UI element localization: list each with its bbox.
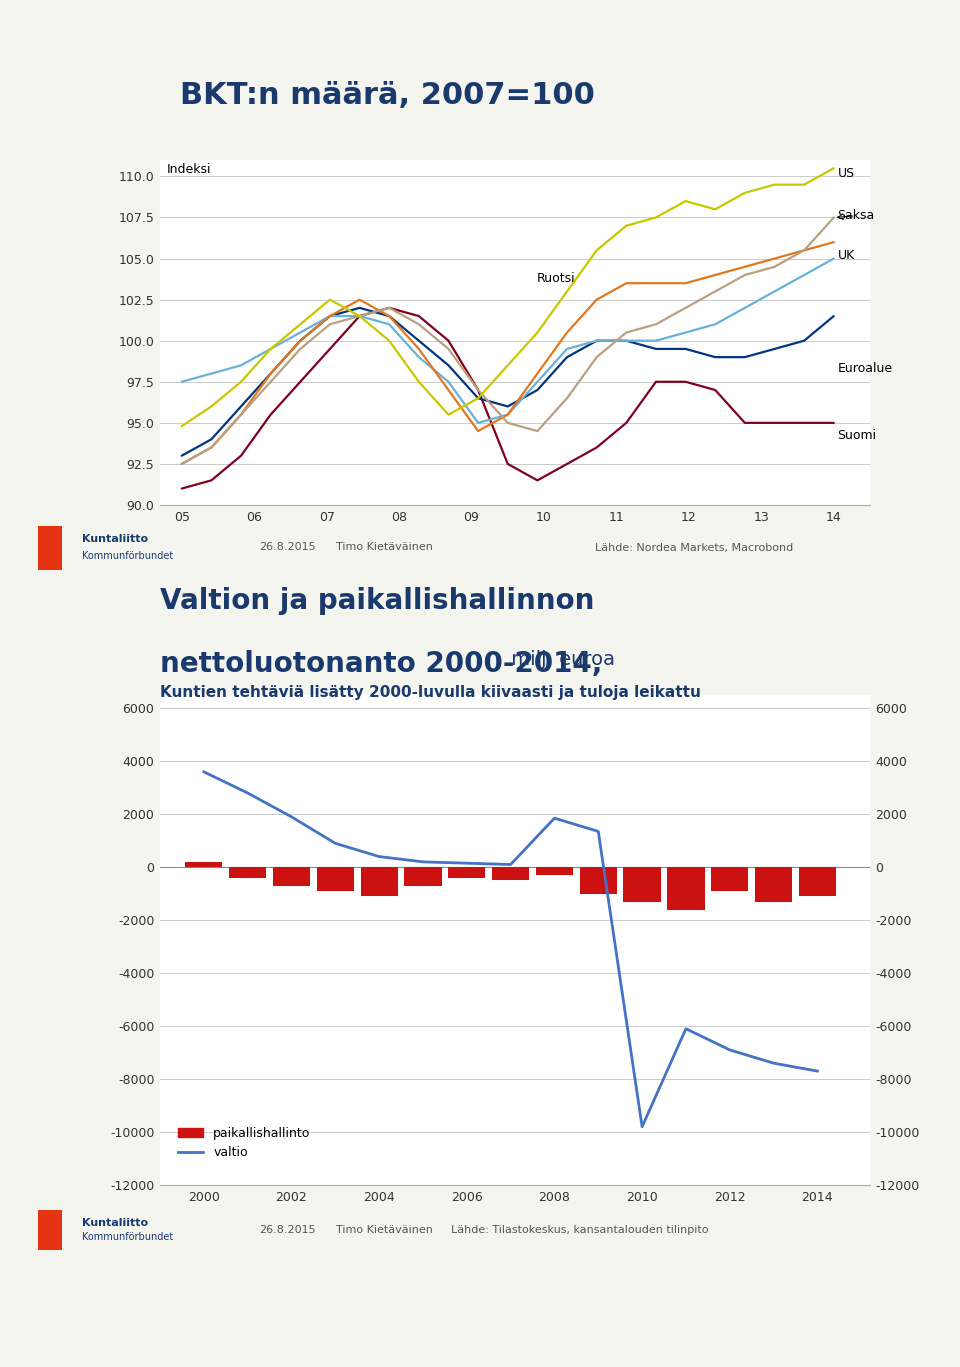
Bar <box>38 1210 62 1249</box>
Bar <box>711 867 749 891</box>
Text: Saksa: Saksa <box>837 209 875 223</box>
Text: Kuntien tehtäviä lisätty 2000-luvulla kiivaasti ja tuloja leikattu: Kuntien tehtäviä lisätty 2000-luvulla ki… <box>160 685 701 700</box>
Text: 26.8.2015: 26.8.2015 <box>259 1225 316 1234</box>
Text: Kommunförbundet: Kommunförbundet <box>82 1233 173 1243</box>
Legend: paikallishallinto, valtio: paikallishallinto, valtio <box>174 1122 316 1165</box>
Bar <box>799 867 836 897</box>
Bar <box>185 861 223 867</box>
Bar <box>536 867 573 875</box>
Text: Timo Kietäväinen: Timo Kietäväinen <box>336 543 433 552</box>
Text: milj. euroa: milj. euroa <box>505 649 615 668</box>
Text: nettoluotonanto 2000-2014,: nettoluotonanto 2000-2014, <box>160 649 602 678</box>
Text: Indeksi: Indeksi <box>167 164 211 176</box>
Bar <box>492 867 529 880</box>
Text: Lähde: Nordea Markets, Macrobond: Lähde: Nordea Markets, Macrobond <box>595 543 794 552</box>
Bar <box>38 525 62 570</box>
Bar <box>273 867 310 886</box>
Bar <box>580 867 617 894</box>
Text: Suomi: Suomi <box>837 429 876 443</box>
Text: Kuntaliitto: Kuntaliitto <box>82 533 148 544</box>
Text: Kuntaliitto: Kuntaliitto <box>82 1218 148 1228</box>
Bar <box>229 867 266 878</box>
Bar <box>361 867 397 897</box>
Bar <box>623 867 660 902</box>
Text: US: US <box>837 167 854 179</box>
Bar <box>317 867 354 891</box>
Text: Euroalue: Euroalue <box>837 362 893 375</box>
Text: Kommunförbundet: Kommunförbundet <box>82 551 173 562</box>
Text: Timo Kietäväinen: Timo Kietäväinen <box>336 1225 433 1234</box>
Bar <box>755 867 792 902</box>
Text: UK: UK <box>837 249 854 262</box>
Text: Valtion ja paikallishallinnon: Valtion ja paikallishallinnon <box>160 586 594 615</box>
Bar <box>404 867 442 886</box>
Bar <box>667 867 705 909</box>
Text: BKT:n määrä, 2007=100: BKT:n määrä, 2007=100 <box>180 81 595 109</box>
Text: Lähde: Tilastokeskus, kansantalouden tilinpito: Lähde: Tilastokeskus, kansantalouden til… <box>451 1225 708 1234</box>
Text: 26.8.2015: 26.8.2015 <box>259 543 316 552</box>
Bar <box>448 867 486 878</box>
Text: Ruotsi: Ruotsi <box>537 272 575 284</box>
